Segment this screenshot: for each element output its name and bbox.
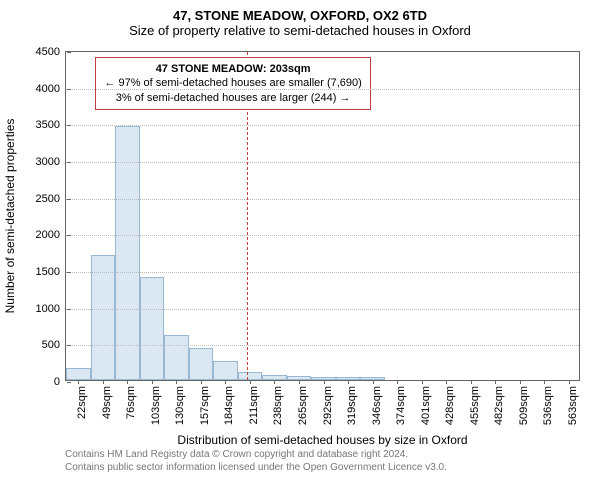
gridline <box>66 199 579 200</box>
footer-line-2: Contains public sector information licen… <box>65 461 447 474</box>
chart-title-main: 47, STONE MEADOW, OXFORD, OX2 6TD <box>0 8 600 23</box>
x-tick-label: 319sqm <box>344 386 358 425</box>
y-tick-label: 500 <box>42 339 66 351</box>
gridline <box>66 89 579 90</box>
y-tick-label: 0 <box>54 376 66 388</box>
footer-attribution: Contains HM Land Registry data © Crown c… <box>65 448 447 474</box>
x-tick-label: 374sqm <box>393 386 407 425</box>
bar <box>115 126 140 380</box>
x-tick-mark <box>569 380 570 384</box>
y-tick-label: 3500 <box>36 119 66 131</box>
x-tick-label: 211sqm <box>246 386 260 424</box>
gridline <box>66 345 579 346</box>
x-tick-mark <box>348 380 349 384</box>
y-tick-label: 3000 <box>36 156 66 168</box>
x-tick-mark <box>446 380 447 384</box>
bar <box>140 277 165 380</box>
x-tick-label: 103sqm <box>148 386 162 425</box>
bar <box>213 361 238 380</box>
x-tick-mark <box>544 380 545 384</box>
chart-title-sub: Size of property relative to semi-detach… <box>0 23 600 38</box>
x-tick-label: 49sqm <box>99 386 113 419</box>
x-tick-mark <box>78 380 79 384</box>
plot-area: 47 STONE MEADOW: 203sqm← 97% of semi-det… <box>65 51 580 381</box>
callout-box: 47 STONE MEADOW: 203sqm← 97% of semi-det… <box>95 57 370 110</box>
y-tick-label: 2500 <box>36 193 66 205</box>
x-axis-label: Distribution of semi-detached houses by … <box>177 433 467 447</box>
y-tick-label: 2000 <box>36 229 66 241</box>
x-tick-mark <box>373 380 374 384</box>
gridline <box>66 272 579 273</box>
gridline <box>66 309 579 310</box>
y-tick-label: 1000 <box>36 303 66 315</box>
x-tick-label: 401sqm <box>418 386 432 425</box>
x-tick-label: 265sqm <box>295 386 309 425</box>
x-tick-label: 455sqm <box>467 386 481 425</box>
x-tick-mark <box>471 380 472 384</box>
x-tick-label: 184sqm <box>221 386 235 425</box>
x-tick-mark <box>397 380 398 384</box>
x-tick-label: 536sqm <box>540 386 554 425</box>
x-tick-mark <box>152 380 153 384</box>
x-tick-label: 76sqm <box>123 386 137 419</box>
bar <box>91 255 116 380</box>
bar <box>66 368 91 380</box>
x-tick-label: 292sqm <box>320 386 334 425</box>
x-tick-label: 130sqm <box>172 386 186 425</box>
footer-line-1: Contains HM Land Registry data © Crown c… <box>65 448 447 461</box>
x-tick-label: 238sqm <box>270 386 284 425</box>
x-tick-label: 563sqm <box>565 386 579 425</box>
x-tick-mark <box>520 380 521 384</box>
x-tick-mark <box>250 380 251 384</box>
chart-container: 47, STONE MEADOW, OXFORD, OX2 6TD Size o… <box>0 8 600 458</box>
x-tick-label: 509sqm <box>516 386 530 425</box>
bar <box>164 335 189 380</box>
x-tick-mark <box>324 380 325 384</box>
gridline <box>66 162 579 163</box>
gridline <box>66 235 579 236</box>
y-tick-label: 1500 <box>36 266 66 278</box>
x-tick-label: 482sqm <box>491 386 505 425</box>
gridline <box>66 125 579 126</box>
x-tick-mark <box>127 380 128 384</box>
x-tick-label: 346sqm <box>369 386 383 425</box>
x-tick-mark <box>274 380 275 384</box>
x-tick-mark <box>422 380 423 384</box>
x-tick-mark <box>176 380 177 384</box>
x-tick-mark <box>225 380 226 384</box>
x-tick-mark <box>299 380 300 384</box>
x-tick-label: 22sqm <box>74 386 88 419</box>
x-tick-label: 428sqm <box>442 386 456 425</box>
x-tick-mark <box>201 380 202 384</box>
y-tick-label: 4000 <box>36 83 66 95</box>
bar <box>238 372 263 380</box>
bar <box>189 348 214 380</box>
y-tick-label: 4500 <box>36 46 66 58</box>
x-tick-mark <box>103 380 104 384</box>
x-tick-label: 157sqm <box>197 386 211 425</box>
x-tick-mark <box>495 380 496 384</box>
y-axis-label: Number of semi-detached properties <box>3 119 17 314</box>
